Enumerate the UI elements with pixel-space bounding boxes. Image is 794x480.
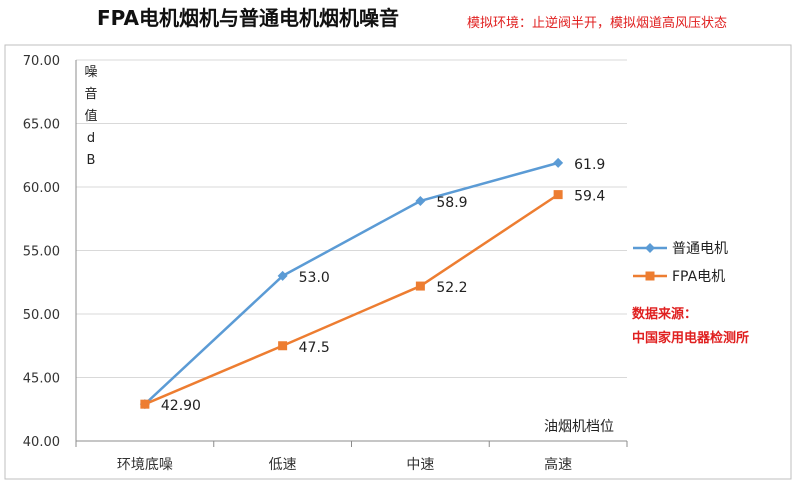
y-tick-label: 55.00	[23, 245, 60, 260]
y-axis-label-char: d	[87, 131, 95, 146]
chart-subtitle: 模拟环境：止逆阀半开，模拟烟道高风压状态	[467, 15, 727, 31]
legend: 普通电机 FPA电机	[633, 241, 728, 285]
data-label: 61.9	[574, 157, 605, 173]
data-label: 59.4	[574, 189, 605, 205]
x-category-label: 中速	[406, 457, 434, 473]
chart-border	[4, 44, 792, 480]
data-point-diamond	[415, 195, 426, 206]
y-tick-label: 60.00	[23, 181, 60, 196]
y-axis-label-char: 音	[84, 86, 97, 102]
x-category-label: 低速	[269, 457, 297, 473]
x-axis-label: 油烟机档位	[544, 419, 614, 435]
series-line-1	[144, 161, 559, 406]
y-tick-labels: 40.00 45.00 50.00 55.00 60.00 65.00 70.00	[23, 54, 60, 450]
legend-marker-square	[645, 271, 655, 281]
x-category-label: 环境底噪	[117, 457, 173, 473]
data-label: 42.90	[161, 398, 201, 414]
legend-marker-diamond	[645, 243, 655, 253]
y-tick-label: 65.00	[23, 118, 60, 133]
source-label: 数据来源：	[632, 306, 697, 322]
axes	[75, 60, 628, 447]
legend-label: 普通电机	[672, 241, 728, 257]
data-point-square	[278, 341, 288, 351]
y-axis-label-char: 值	[84, 108, 97, 124]
y-axis-label-char: B	[87, 153, 96, 168]
series-line-2	[144, 193, 559, 406]
y-axis-label-char: 噪	[84, 65, 97, 80]
data-point-diamond	[277, 270, 288, 281]
x-category-labels: 环境底噪 低速 中速 高速	[117, 456, 572, 473]
data-label: 52.2	[436, 280, 467, 296]
y-tick-label: 50.00	[23, 308, 60, 323]
x-category-label: 高速	[544, 456, 572, 473]
data-point-diamond	[553, 157, 564, 168]
data-label: 58.9	[436, 195, 467, 211]
y-tick-label: 45.00	[23, 372, 60, 387]
data-point-square	[415, 281, 425, 291]
legend-label: FPA电机	[672, 269, 725, 285]
data-point-square	[140, 399, 150, 409]
data-label: 47.5	[299, 340, 330, 356]
series: 53.0 58.9 61.9 42.90 47.5 52.2 59.4	[139, 157, 605, 414]
data-point-square	[553, 190, 563, 200]
chart-title: FPA电机烟机与普通电机烟机噪音	[97, 6, 399, 30]
source-value: 中国家用电器检测所	[632, 330, 749, 346]
y-tick-label: 70.00	[23, 54, 60, 69]
gridlines	[76, 59, 627, 378]
y-tick-label: 40.00	[23, 435, 60, 450]
data-label: 53.0	[299, 270, 330, 286]
